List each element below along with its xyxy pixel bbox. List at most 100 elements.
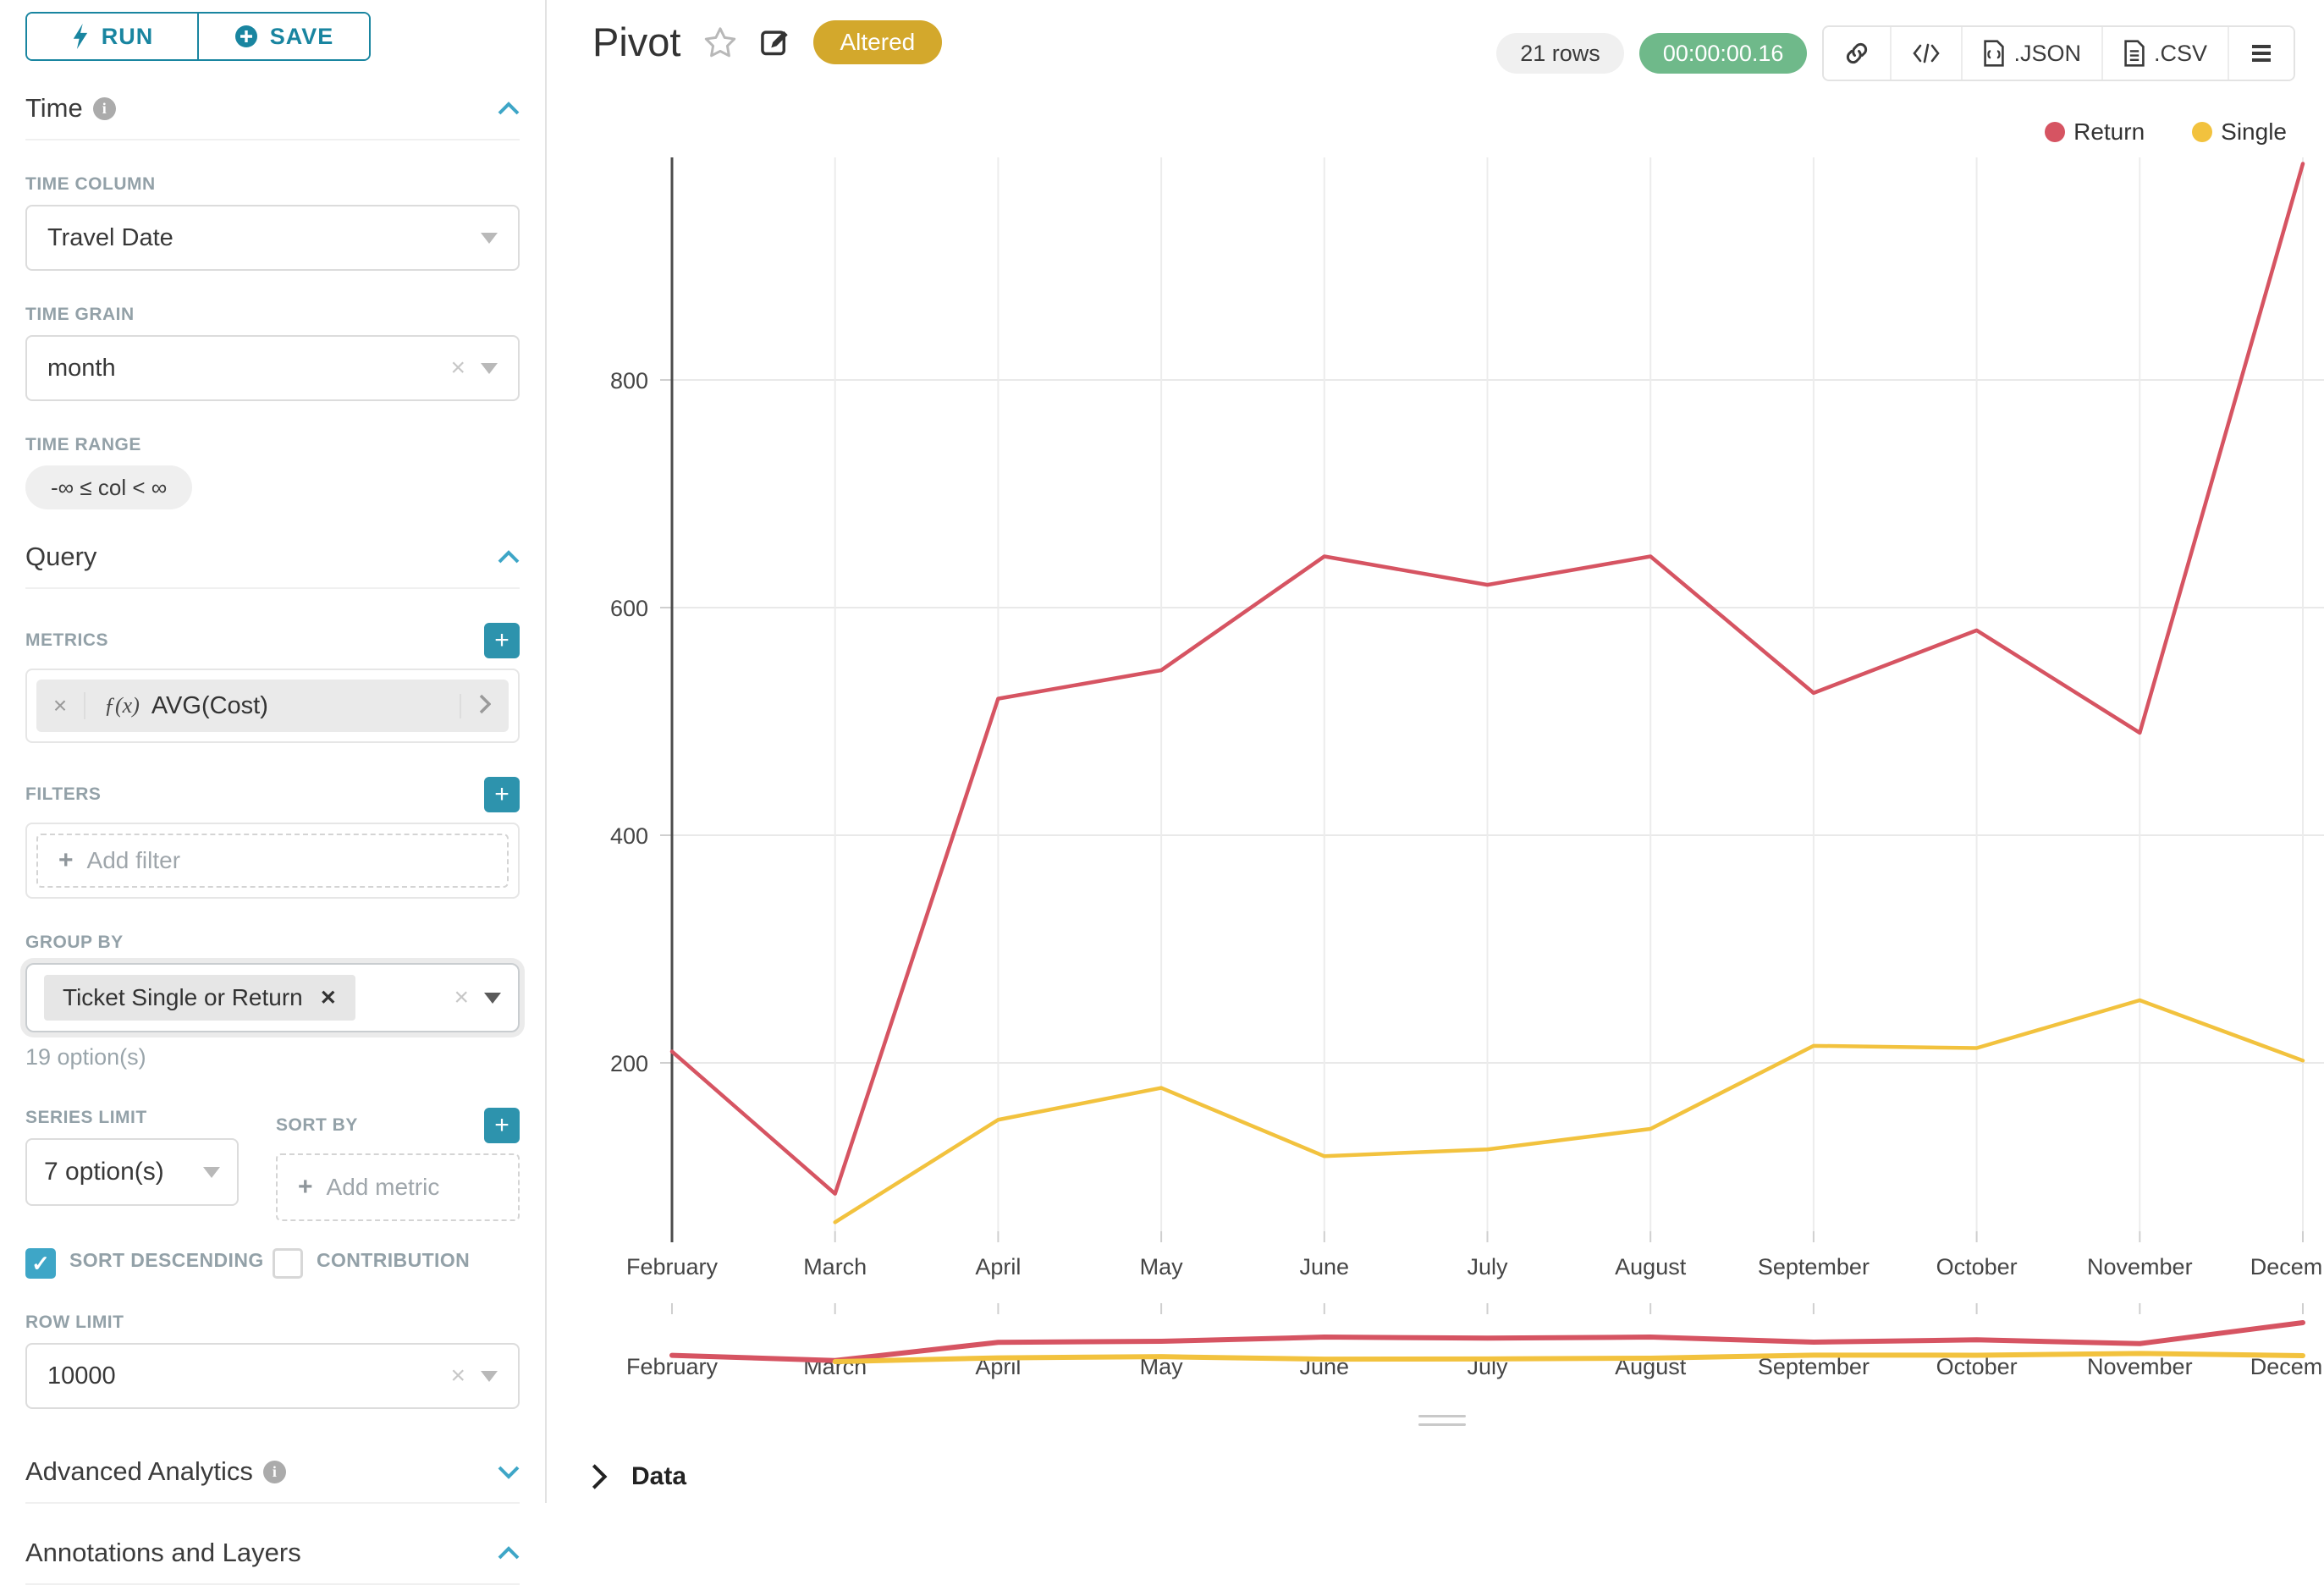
chart-title: Pivot [592, 19, 681, 64]
data-panel-label: Data [631, 1462, 687, 1490]
sort-by-label-text: SORT BY [276, 1115, 358, 1135]
series-limit-label: SERIES LIMIT [25, 1108, 147, 1127]
info-icon[interactable]: i [92, 96, 116, 120]
add-sort-metric-dropzone[interactable]: + Add metric [276, 1153, 520, 1221]
plus-icon: + [58, 846, 74, 874]
run-button[interactable]: RUN [27, 14, 199, 59]
time-column-label: TIME COLUMN [25, 174, 156, 194]
sort-descending-checkbox[interactable]: ✓ SORT DESCENDING [25, 1247, 273, 1279]
run-save-button-group: RUN SAVE [25, 12, 371, 61]
chart-legend: Return Single [2045, 118, 2287, 146]
advanced-analytics-header[interactable]: Advanced Analytics i [25, 1456, 520, 1504]
caret-down-icon [481, 362, 498, 374]
add-filter-placeholder: Add filter [86, 847, 181, 873]
group-by-select[interactable]: Ticket Single or Return ✕ × [25, 963, 520, 1032]
series-limit-select[interactable]: 7 option(s) [25, 1138, 239, 1206]
line-chart: 200 400 600 800 February March April May June Jul… [610, 157, 2324, 1379]
metric-pill[interactable]: × ƒ(x) AVG(Cost) [36, 680, 509, 732]
advanced-analytics-title: Advanced Analytics [25, 1456, 253, 1486]
svg-text:April: April [975, 1254, 1021, 1280]
csv-file-icon [2124, 40, 2145, 67]
row-limit-label: ROW LIMIT [25, 1313, 124, 1332]
add-filter-dropzone[interactable]: + Add filter [36, 834, 509, 888]
time-section-header[interactable]: Time i [25, 93, 520, 140]
chevron-right-icon [592, 1464, 608, 1489]
json-file-icon [1984, 40, 2005, 67]
remove-metric-icon[interactable]: × [36, 692, 85, 719]
header-controls: 21 rows 00:00:00.16 [1496, 25, 2295, 81]
more-options-button[interactable] [2228, 27, 2294, 80]
svg-text:200: 200 [610, 1051, 648, 1076]
plus-icon: + [298, 1173, 313, 1201]
legend-label: Return [2073, 118, 2145, 145]
csv-label: .CSV [2153, 40, 2207, 66]
copy-link-button[interactable] [1824, 27, 1891, 80]
chevron-up-icon[interactable] [498, 549, 520, 564]
favorite-star-icon[interactable] [703, 26, 737, 58]
legend-dot-icon [2192, 122, 2213, 142]
contribution-label: CONTRIBUTION [317, 1249, 471, 1271]
caret-down-icon [481, 232, 498, 244]
code-icon [1913, 43, 1941, 63]
control-panel: RUN SAVE Time i TIME COLUMN Travel Date … [0, 0, 547, 1585]
query-duration-badge: 00:00:00.16 [1638, 33, 1808, 74]
sort-by-label: SORT BY + [276, 1108, 520, 1143]
chevron-up-icon[interactable] [498, 101, 520, 116]
chevron-down-icon[interactable] [498, 1465, 520, 1479]
info-icon[interactable]: i [262, 1460, 286, 1483]
svg-text:July: July [1467, 1254, 1508, 1280]
json-label: .JSON [2013, 40, 2081, 66]
edit-properties-icon[interactable] [759, 26, 791, 58]
panel-resize-handle[interactable] [1418, 1415, 1466, 1432]
add-metric-button[interactable]: + [484, 623, 520, 658]
svg-text:800: 800 [610, 368, 648, 393]
altered-badge[interactable]: Altered [812, 19, 943, 64]
rows-count-badge: 21 rows [1496, 33, 1624, 74]
svg-text:400: 400 [610, 823, 648, 849]
svg-text:February: February [626, 1254, 719, 1280]
caret-down-icon [484, 992, 501, 1004]
checkbox-checked-icon[interactable]: ✓ [25, 1248, 56, 1279]
add-filter-button[interactable]: + [484, 777, 520, 812]
chevron-up-icon[interactable] [498, 1545, 520, 1560]
metric-name: AVG(Cost) [151, 691, 268, 719]
save-label: SAVE [269, 23, 334, 49]
row-limit-select[interactable]: 10000 × [25, 1343, 520, 1409]
clear-icon[interactable]: × [450, 1362, 465, 1390]
query-section-title: Query [25, 542, 97, 571]
svg-text:October: October [1936, 1254, 2018, 1280]
menu-icon [2252, 45, 2271, 62]
expand-metric-icon[interactable] [460, 693, 509, 718]
legend-label: Single [2221, 118, 2287, 145]
remove-chip-icon[interactable]: ✕ [319, 986, 337, 1010]
contribution-checkbox[interactable]: CONTRIBUTION [273, 1247, 520, 1279]
add-sort-metric-button[interactable]: + [484, 1108, 520, 1143]
caret-down-icon [203, 1166, 220, 1178]
link-icon [1847, 42, 1868, 64]
caret-down-icon [481, 1370, 498, 1382]
time-range-label: TIME RANGE [25, 435, 141, 454]
export-json-button[interactable]: .JSON [1961, 27, 2101, 80]
metrics-label: METRICS + [25, 623, 520, 658]
clear-icon[interactable]: × [454, 983, 469, 1011]
time-range-pill[interactable]: -∞ ≤ col < ∞ [25, 465, 193, 509]
query-section-header[interactable]: Query [25, 542, 520, 589]
time-grain-value: month [47, 354, 116, 382]
row-limit-value: 10000 [47, 1362, 116, 1390]
svg-text:March: March [803, 1254, 867, 1280]
legend-item-single[interactable]: Single [2192, 118, 2287, 146]
group-by-chip[interactable]: Ticket Single or Return ✕ [44, 975, 355, 1021]
save-button[interactable]: SAVE [199, 14, 369, 59]
export-csv-button[interactable]: .CSV [2101, 27, 2228, 80]
view-query-button[interactable] [1890, 27, 1962, 80]
legend-item-return[interactable]: Return [2045, 118, 2145, 146]
svg-text:600: 600 [610, 596, 648, 621]
svg-text:September: September [1758, 1254, 1870, 1280]
checkbox-unchecked-icon[interactable] [273, 1248, 303, 1279]
time-column-select[interactable]: Travel Date [25, 205, 520, 271]
annotations-layers-header[interactable]: Annotations and Layers [25, 1538, 520, 1585]
clear-icon[interactable]: × [450, 354, 465, 382]
data-panel-toggle[interactable]: Data [591, 1462, 686, 1491]
time-grain-select[interactable]: month × [25, 335, 520, 401]
legend-dot-icon [2045, 122, 2066, 142]
